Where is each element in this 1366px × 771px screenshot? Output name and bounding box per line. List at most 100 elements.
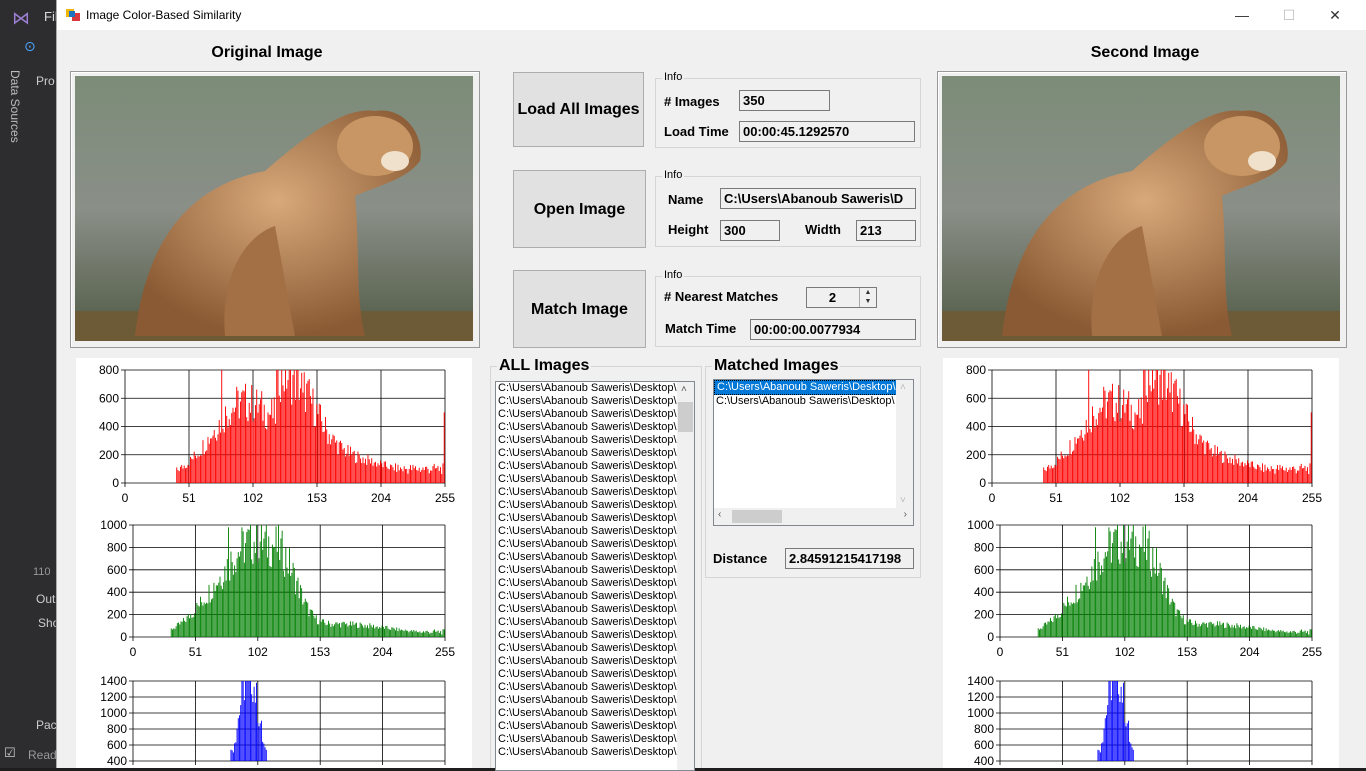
scroll-up-icon[interactable]: ˄ (900, 382, 906, 393)
histogram-bar (402, 630, 404, 637)
histogram-bar (308, 616, 310, 637)
list-item[interactable]: C:\Users\Abanoub Saweris\Desktop\ (498, 538, 677, 550)
matched-vertical-scrollbar[interactable]: ˄ ˅ (896, 380, 913, 508)
list-item[interactable]: C:\Users\Abanoub Saweris\Desktop\ (498, 525, 677, 537)
list-item[interactable]: C:\Users\Abanoub Saweris\Desktop\ (716, 395, 895, 407)
histogram-bar (390, 629, 392, 637)
open-image-button[interactable]: Open Image (513, 170, 646, 248)
histogram-bar (1053, 616, 1055, 637)
histogram-bar (1045, 622, 1047, 637)
histogram-bar (200, 596, 201, 637)
matched-horizontal-scrollbar[interactable]: ‹ › (714, 508, 913, 525)
list-item[interactable]: C:\Users\Abanoub Saweris\Desktop\ (498, 707, 677, 719)
list-item[interactable]: C:\Users\Abanoub Saweris\Desktop\ (498, 629, 677, 641)
histogram-bar (208, 584, 210, 637)
histogram-bar (304, 598, 306, 637)
y-tick-label: 1400 (100, 674, 127, 688)
histogram-bar (231, 413, 233, 483)
histogram-bar (178, 622, 180, 637)
list-item[interactable]: C:\Users\Abanoub Saweris\Desktop\ (498, 590, 677, 602)
name-field[interactable]: C:\Users\Abanoub Saweris\D (720, 188, 916, 209)
list-item[interactable]: C:\Users\Abanoub Saweris\Desktop\ (714, 380, 913, 395)
all-images-scrollbar[interactable]: ˄ (677, 382, 694, 770)
scroll-up-icon[interactable]: ˄ (681, 384, 687, 395)
histogram-bar (201, 455, 203, 483)
stepper-arrows[interactable]: ▲ ▼ (859, 288, 876, 307)
list-item[interactable]: C:\Users\Abanoub Saweris\Desktop\ (498, 694, 677, 706)
histogram-bar (1130, 538, 1132, 637)
histogram-bar (1101, 565, 1103, 637)
list-item[interactable]: C:\Users\Abanoub Saweris\Desktop\ (498, 382, 677, 394)
list-item[interactable]: C:\Users\Abanoub Saweris\Desktop\ (498, 551, 677, 563)
scroll-thumb[interactable] (732, 510, 782, 523)
histogram-bar (413, 630, 415, 637)
list-item[interactable]: C:\Users\Abanoub Saweris\Desktop\ (498, 473, 677, 485)
histogram-bar (243, 391, 245, 483)
minimize-button[interactable]: — (1235, 7, 1249, 23)
histogram-bar (220, 432, 221, 483)
histogram-bar (240, 401, 241, 483)
histogram-bar (1288, 469, 1290, 483)
scroll-left-icon[interactable]: ‹ (718, 509, 722, 520)
list-item[interactable]: C:\Users\Abanoub Saweris\Desktop\ (498, 746, 677, 758)
histogram-bar (261, 391, 263, 483)
histogram-bar (357, 628, 359, 637)
histogram-bar (1168, 372, 1170, 483)
list-item[interactable]: C:\Users\Abanoub Saweris\Desktop\ (498, 733, 677, 745)
histogram-bar (359, 622, 361, 637)
load-all-images-button[interactable]: Load All Images (513, 72, 644, 147)
list-item[interactable]: C:\Users\Abanoub Saweris\Desktop\ (498, 616, 677, 628)
height-field[interactable]: 300 (720, 220, 780, 241)
histogram-bar (218, 582, 220, 637)
list-item[interactable]: C:\Users\Abanoub Saweris\Desktop\ (498, 668, 677, 680)
maximize-button[interactable]: ☐ (1282, 7, 1296, 23)
histogram-bar (1275, 468, 1277, 483)
list-item[interactable]: C:\Users\Abanoub Saweris\Desktop\ (498, 395, 677, 407)
list-item[interactable]: C:\Users\Abanoub Saweris\Desktop\ (498, 512, 677, 524)
list-item[interactable]: C:\Users\Abanoub Saweris\Desktop\ (498, 499, 677, 511)
scroll-thumb[interactable] (678, 402, 693, 432)
match-time-field[interactable]: 00:00:00.0077934 (750, 319, 916, 340)
list-item[interactable]: C:\Users\Abanoub Saweris\Desktop\ (498, 564, 677, 576)
histogram-bar (1170, 372, 1172, 483)
histogram-bar (175, 626, 177, 637)
width-field[interactable]: 213 (856, 220, 916, 241)
histogram-bar (216, 440, 218, 483)
histogram-bar (1194, 443, 1196, 483)
distance-field[interactable]: 2.84591215417198 (785, 548, 914, 569)
list-item[interactable]: C:\Users\Abanoub Saweris\Desktop\ (498, 720, 677, 732)
histogram-bar (1135, 414, 1137, 483)
histogram-bar (363, 627, 365, 637)
close-button[interactable]: ✕ (1329, 7, 1341, 23)
list-item[interactable]: C:\Users\Abanoub Saweris\Desktop\ (498, 577, 677, 589)
histogram-bar (178, 471, 180, 483)
load-time-field[interactable]: 00:00:45.1292570 (739, 121, 915, 142)
histogram-bar (170, 628, 172, 637)
histogram-bar (183, 465, 185, 483)
scroll-down-icon[interactable]: ˅ (900, 495, 906, 506)
images-count-field[interactable]: 350 (739, 90, 830, 111)
histogram-bar (1308, 474, 1310, 483)
histogram-bar (1045, 471, 1047, 483)
all-images-list[interactable]: C:\Users\Abanoub Saweris\Desktop\ C:\User… (495, 381, 695, 771)
list-item[interactable]: C:\Users\Abanoub Saweris\Desktop\ (498, 642, 677, 654)
histogram-bar (382, 626, 384, 637)
data-sources-tab[interactable]: Data Sources (8, 70, 22, 143)
y-tick-label: 400 (974, 754, 994, 768)
list-item[interactable]: C:\Users\Abanoub Saweris\Desktop\ (498, 603, 677, 615)
list-item[interactable]: C:\Users\Abanoub Saweris\Desktop\ (498, 408, 677, 420)
histogram-bar (265, 749, 267, 761)
list-item[interactable]: C:\Users\Abanoub Saweris\Desktop\ (498, 447, 677, 459)
matched-images-list[interactable]: C:\Users\Abanoub Saweris\Desktop\ C:\User… (713, 379, 914, 526)
histogram-bar (281, 370, 283, 483)
list-item[interactable]: C:\Users\Abanoub Saweris\Desktop\ (498, 655, 677, 667)
list-item[interactable]: C:\Users\Abanoub Saweris\Desktop\ (498, 421, 677, 433)
histogram-bar (1299, 630, 1301, 637)
list-item[interactable]: C:\Users\Abanoub Saweris\Desktop\ (498, 434, 677, 446)
histogram-bar (1123, 682, 1125, 761)
list-item[interactable]: C:\Users\Abanoub Saweris\Desktop\ (498, 460, 677, 472)
scroll-right-icon[interactable]: › (903, 509, 907, 520)
list-item[interactable]: C:\Users\Abanoub Saweris\Desktop\ (498, 681, 677, 693)
match-image-button[interactable]: Match Image (513, 270, 646, 348)
list-item[interactable]: C:\Users\Abanoub Saweris\Desktop\ (498, 486, 677, 498)
